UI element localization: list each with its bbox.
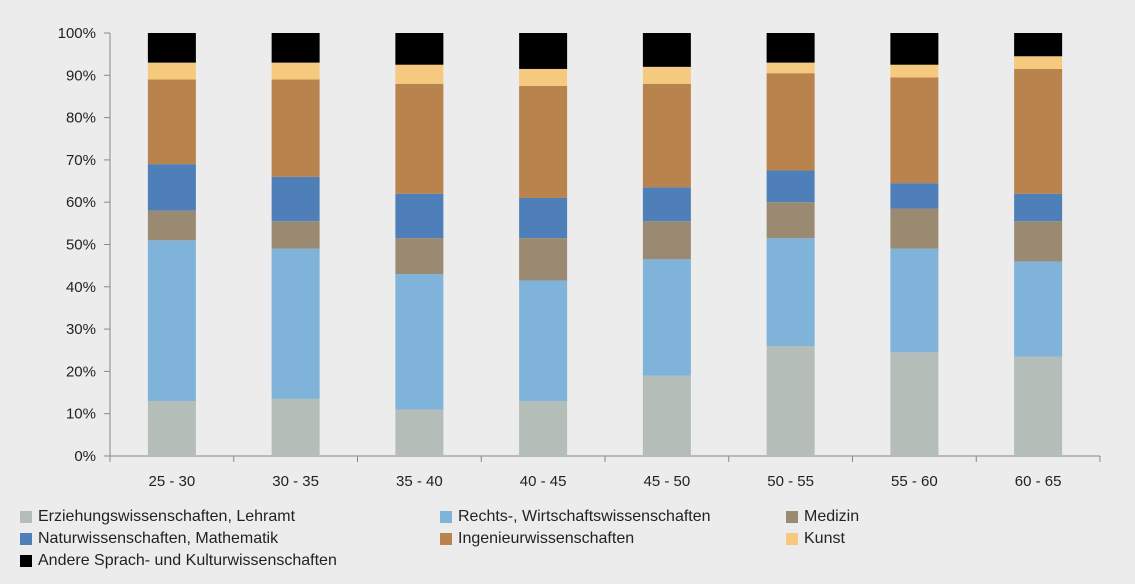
bar-segment-3 <box>519 197 568 239</box>
bar-segment-2 <box>395 238 444 275</box>
legend-label: Kunst <box>804 530 845 547</box>
legend-label: Ingenieurwissenschaften <box>458 530 635 547</box>
legend-item: Kunst <box>786 530 845 548</box>
y-tick-label: 20% <box>66 363 96 380</box>
bar-segment-5 <box>395 64 444 84</box>
bar-segment-1 <box>642 259 691 376</box>
bar-segment-1 <box>766 238 815 347</box>
x-tick-label: 30 - 35 <box>272 473 319 490</box>
y-tick-label: 60% <box>66 194 96 211</box>
bar-segment-3 <box>271 176 320 222</box>
legend-item: Ingenieurwissenschaften <box>440 530 634 548</box>
bar-segment-3 <box>395 193 444 239</box>
bar-segment-6 <box>395 33 444 65</box>
bar-segment-6 <box>890 33 939 65</box>
bar-segment-1 <box>147 240 196 402</box>
bar-segment-0 <box>642 375 691 456</box>
legend-label: Naturwissenschaften, Mathematik <box>38 530 279 547</box>
legend-swatch <box>440 533 452 545</box>
bar-segment-1 <box>395 274 444 410</box>
bar-segment-5 <box>271 62 320 80</box>
legend-item: Andere Sprach- und Kulturwissenschaften <box>20 552 337 570</box>
bar-segment-5 <box>890 64 939 78</box>
legend-swatch <box>20 555 32 567</box>
bar-segment-6 <box>1014 33 1063 57</box>
bar-segment-5 <box>1014 56 1063 69</box>
bar-segment-3 <box>890 183 939 209</box>
bar-segment-3 <box>1014 193 1063 222</box>
bar-segment-3 <box>642 187 691 222</box>
bar-segment-6 <box>519 33 568 69</box>
chart-plot-area: 0% 10% 20% 30% 40% 50% 60% 70% 80% 90% 100% 25 - 30… <box>58 25 1101 490</box>
legend-swatch <box>440 511 452 523</box>
bar-segment-4 <box>271 79 320 177</box>
x-tick-label: 55 - 60 <box>891 473 938 490</box>
y-tick-label: 70% <box>66 152 96 169</box>
bar-segment-5 <box>519 68 568 86</box>
bar-segment-1 <box>271 248 320 399</box>
legend-item: Erziehungswissenschaften, Lehramt <box>20 508 295 526</box>
bar-segment-2 <box>271 221 320 249</box>
legend-item: Medizin <box>786 508 859 526</box>
bar-segment-4 <box>395 83 444 194</box>
legend-swatch <box>786 533 798 545</box>
bar-segment-0 <box>271 398 320 456</box>
bar-segment-4 <box>147 79 196 165</box>
bar-segment-0 <box>766 346 815 456</box>
bar-segment-0 <box>890 352 939 456</box>
legend-swatch <box>20 511 32 523</box>
bar-segment-2 <box>642 221 691 260</box>
y-tick-label: 0% <box>74 448 96 465</box>
x-tick-label: 60 - 65 <box>1015 473 1062 490</box>
bar-segment-6 <box>147 33 196 63</box>
bar-segment-4 <box>766 73 815 171</box>
y-tick-label: 90% <box>66 67 96 84</box>
legend-label: Medizin <box>804 508 860 525</box>
bar-segment-2 <box>147 210 196 241</box>
bar-segment-6 <box>642 33 691 67</box>
y-tick-label: 80% <box>66 110 96 127</box>
bar-segment-2 <box>766 202 815 239</box>
bar-segment-6 <box>271 33 320 63</box>
x-tick-label: 25 - 30 <box>149 473 196 490</box>
bar-segment-4 <box>642 83 691 188</box>
legend-label: Erziehungswissenschaften, Lehramt <box>38 508 296 525</box>
bar-segment-2 <box>1014 221 1063 262</box>
bar-segment-4 <box>519 85 568 198</box>
y-tick-label: 10% <box>66 406 96 423</box>
bar-segment-1 <box>890 248 939 353</box>
bar-segment-5 <box>147 62 196 80</box>
x-tick-label: 50 - 55 <box>767 473 814 490</box>
y-tick-label: 30% <box>66 321 96 338</box>
legend-item: Rechts-, Wirtschaftswissenschaften <box>440 508 711 526</box>
bar-segment-4 <box>890 77 939 184</box>
legend-label: Andere Sprach- und Kulturwissenschaften <box>38 552 337 569</box>
bar-segment-5 <box>642 66 691 84</box>
bar-segment-4 <box>1014 68 1063 194</box>
bar-segment-2 <box>890 208 939 249</box>
x-tick-label: 45 - 50 <box>644 473 691 490</box>
legend-swatch <box>20 533 32 545</box>
x-tick-label: 35 - 40 <box>396 473 443 490</box>
bar-segment-0 <box>1014 356 1063 456</box>
bar-segment-3 <box>766 170 815 203</box>
bar-segment-0 <box>519 401 568 456</box>
y-tick-label: 50% <box>66 237 96 254</box>
bar-segment-5 <box>766 62 815 74</box>
legend-item: Naturwissenschaften, Mathematik <box>20 530 278 548</box>
y-tick-label: 100% <box>58 25 96 42</box>
bar-segment-1 <box>519 280 568 402</box>
y-tick-label: 40% <box>66 279 96 296</box>
bar-segment-3 <box>147 164 196 211</box>
bar-segment-1 <box>1014 261 1063 357</box>
x-tick-label: 40 - 45 <box>520 473 567 490</box>
bar-segment-6 <box>766 33 815 63</box>
legend-label: Rechts-, Wirtschaftswissenschaften <box>458 508 711 525</box>
legend-swatch <box>786 511 798 523</box>
bar-segment-0 <box>395 409 444 456</box>
bar-segment-2 <box>519 238 568 281</box>
bar-segment-0 <box>147 401 196 456</box>
